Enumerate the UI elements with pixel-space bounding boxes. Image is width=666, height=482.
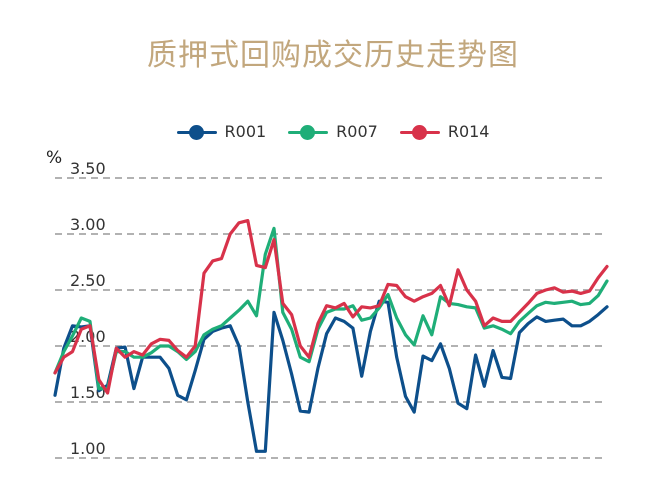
y-tick-label: 1.00: [70, 439, 106, 458]
chart-legend: R001 R007 R014: [0, 122, 666, 141]
legend-swatch-r014: [399, 124, 440, 140]
legend-label-r001: R001: [224, 122, 267, 141]
legend-swatch-r007: [288, 124, 329, 140]
series-line-r001[interactable]: [53, 299, 609, 453]
chart-title: 质押式回购成交历史走势图: [147, 38, 519, 73]
legend-swatch-r001: [176, 124, 217, 140]
legend-label-r014: R014: [447, 122, 490, 141]
legend-item-r007[interactable]: R007: [288, 122, 378, 141]
series-line-r007[interactable]: [53, 226, 609, 391]
y-tick-label: 3.50: [70, 159, 106, 178]
legend-item-r014[interactable]: R014: [399, 122, 490, 141]
y-tick-label: 3.00: [70, 215, 106, 234]
series-line-r014[interactable]: [53, 219, 609, 395]
y-tick-label: 2.50: [70, 271, 106, 290]
legend-label-r007: R007: [336, 122, 378, 141]
y-tick-label: 1.50: [70, 383, 106, 402]
legend-item-r001[interactable]: R001: [176, 122, 267, 141]
y-axis-unit: %: [46, 148, 63, 168]
